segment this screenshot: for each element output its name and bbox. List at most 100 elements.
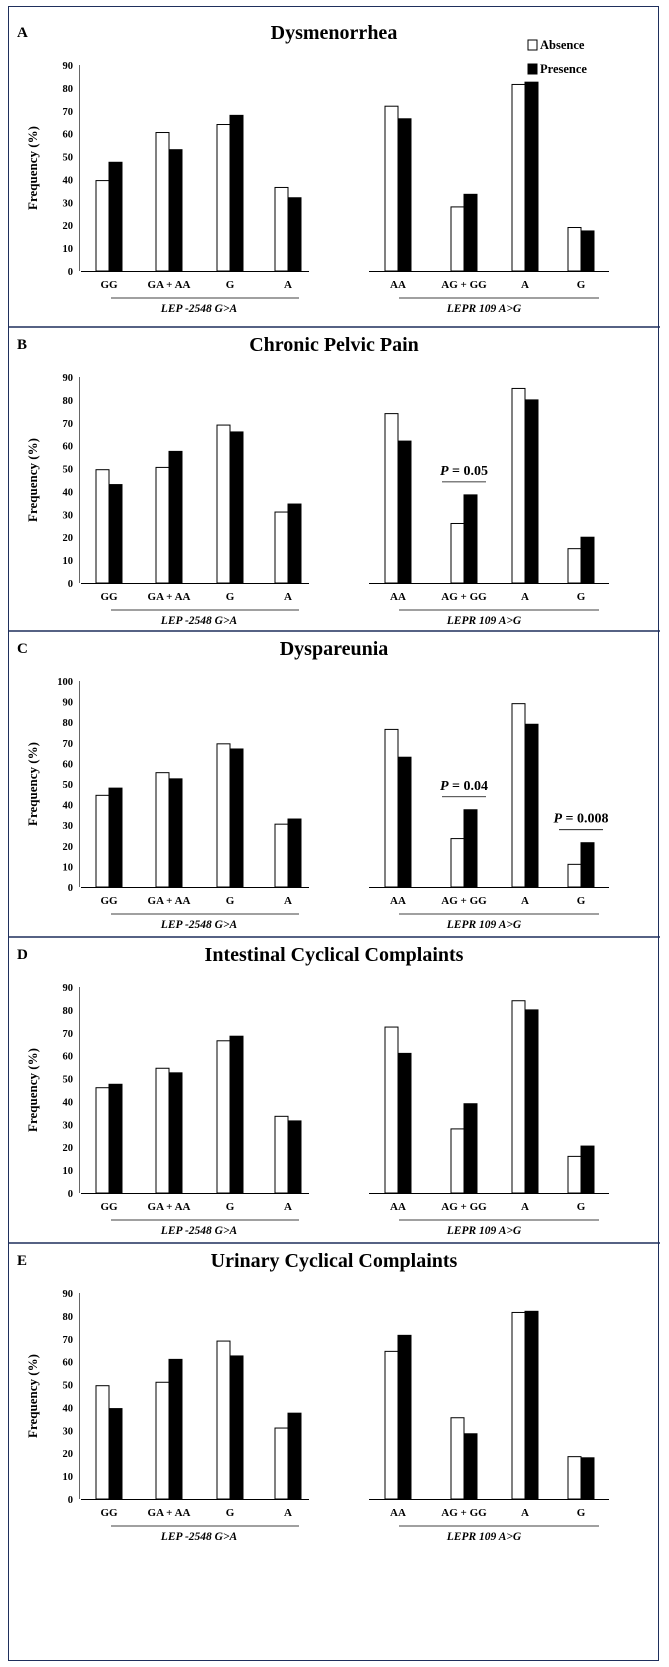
bar-presence — [580, 842, 595, 888]
panel-letter: D — [17, 947, 28, 963]
x-category-label: A — [284, 591, 292, 603]
x-category-label: AG + GG — [441, 1201, 487, 1213]
x-category-label: AA — [390, 591, 406, 603]
bar-absence — [95, 469, 110, 584]
bar-presence — [108, 1408, 123, 1500]
x-category-label: G — [226, 591, 235, 603]
y-tick-label: 100 — [57, 677, 73, 688]
x-category-label: GA + AA — [148, 1507, 191, 1519]
x-category-label: AA — [390, 279, 406, 291]
x-category-label: AA — [390, 1507, 406, 1519]
y-tick-label: 70 — [63, 419, 74, 430]
bar-absence — [216, 424, 231, 584]
x-category-label: A — [521, 895, 529, 907]
y-tick-label: 90 — [63, 983, 74, 994]
chart-title: Dysmenorrhea — [271, 22, 398, 44]
bar-absence — [450, 1128, 465, 1194]
panel-d: D Intestinal Cyclical Complaints Frequency… — [9, 936, 660, 1237]
y-tick-label: 20 — [63, 533, 74, 544]
legend-absence-label: Absence — [540, 38, 585, 52]
bar-absence — [95, 794, 110, 888]
y-tick-label: 40 — [63, 175, 74, 186]
y-axis-label: Frequency (%) — [25, 438, 40, 522]
bar-presence — [108, 161, 123, 272]
bar-presence — [397, 440, 412, 584]
y-tick-label: 30 — [63, 1120, 74, 1131]
bar-presence — [397, 1052, 412, 1194]
chart-title: Dyspareunia — [280, 638, 389, 660]
bar-presence — [108, 484, 123, 584]
group-label: LEPR 109 A>G — [446, 615, 522, 627]
bar-presence — [287, 197, 302, 272]
y-tick-label: 0 — [68, 883, 73, 894]
y-tick-label: 90 — [63, 698, 74, 709]
group-label: LEP -2548 G>A — [160, 615, 238, 627]
bar-presence — [108, 1083, 123, 1194]
chart-title: Intestinal Cyclical Complaints — [205, 944, 464, 966]
y-tick-label: 80 — [63, 718, 74, 729]
x-category-label: A — [284, 1201, 292, 1213]
y-tick-label: 0 — [68, 1189, 73, 1200]
x-category-label: GG — [100, 279, 118, 291]
group-label: LEPR 109 A>G — [446, 303, 522, 315]
y-tick-label: 60 — [63, 1358, 74, 1369]
y-tick-label: 80 — [63, 1006, 74, 1017]
panel-letter: C — [17, 641, 28, 657]
bar-presence — [168, 149, 183, 272]
bar-presence — [397, 1334, 412, 1500]
y-tick-label: 50 — [63, 1381, 74, 1392]
x-category-label: A — [284, 895, 292, 907]
bar-absence — [216, 1040, 231, 1194]
group-label: LEP -2548 G>A — [160, 1531, 238, 1543]
y-tick-label: 20 — [63, 842, 74, 853]
x-category-label: G — [577, 895, 586, 907]
y-tick-label: 50 — [63, 153, 74, 164]
x-category-label: AG + GG — [441, 1507, 487, 1519]
y-tick-label: 10 — [63, 556, 74, 567]
group-label: LEP -2548 G>A — [160, 919, 238, 931]
bar-absence — [95, 1385, 110, 1500]
y-tick-label: 40 — [63, 487, 74, 498]
panel-e: E Urinary Cyclical Complaints Frequency (%… — [9, 1242, 660, 1543]
bar-absence — [511, 1000, 526, 1194]
panel-c: C Dyspareunia Frequency (%) 0 10 20 30 40 50 60 70… — [9, 630, 660, 931]
x-category-label: A — [521, 279, 529, 291]
panel-a: A Dysmenorrhea Frequency (%) 0 10 20 30 40 50 60 7… — [17, 22, 609, 315]
y-tick-label: 70 — [63, 1335, 74, 1346]
y-tick-label: 70 — [63, 1029, 74, 1040]
group-label: LEP -2548 G>A — [160, 1225, 238, 1237]
bar-presence — [463, 1103, 478, 1194]
bar-presence — [287, 1412, 302, 1500]
bar-absence — [274, 1115, 289, 1194]
y-tick-label: 80 — [63, 396, 74, 407]
x-category-label: GA + AA — [148, 279, 191, 291]
x-category-label: G — [226, 895, 235, 907]
bar-presence — [108, 787, 123, 888]
bar-absence — [95, 1087, 110, 1194]
y-tick-label: 20 — [63, 221, 74, 232]
bar-absence — [450, 206, 465, 272]
y-tick-label: 70 — [63, 739, 74, 750]
y-tick-label: 40 — [63, 1403, 74, 1414]
bar-presence — [580, 1145, 595, 1194]
y-tick-label: 20 — [63, 1143, 74, 1154]
x-category-label: G — [577, 1507, 586, 1519]
bar-presence — [463, 193, 478, 272]
bar-absence — [567, 1456, 582, 1500]
bar-presence — [463, 494, 478, 584]
panel-letter: A — [17, 25, 28, 41]
bar-presence — [168, 1358, 183, 1500]
x-category-label: A — [284, 279, 292, 291]
bar-absence — [450, 1417, 465, 1500]
bar-presence — [463, 1433, 478, 1500]
bar-absence — [216, 743, 231, 888]
y-tick-label: 30 — [63, 1426, 74, 1437]
p-value-text: = 0.05 — [449, 464, 488, 479]
bar-absence — [155, 772, 170, 888]
bar-presence — [229, 748, 244, 888]
y-tick-label: 60 — [63, 442, 74, 453]
bar-absence — [384, 413, 399, 584]
bar-presence — [524, 723, 539, 888]
p-value-prefix: P — [553, 812, 562, 827]
p-value-label: P = 0.05 — [440, 464, 488, 479]
